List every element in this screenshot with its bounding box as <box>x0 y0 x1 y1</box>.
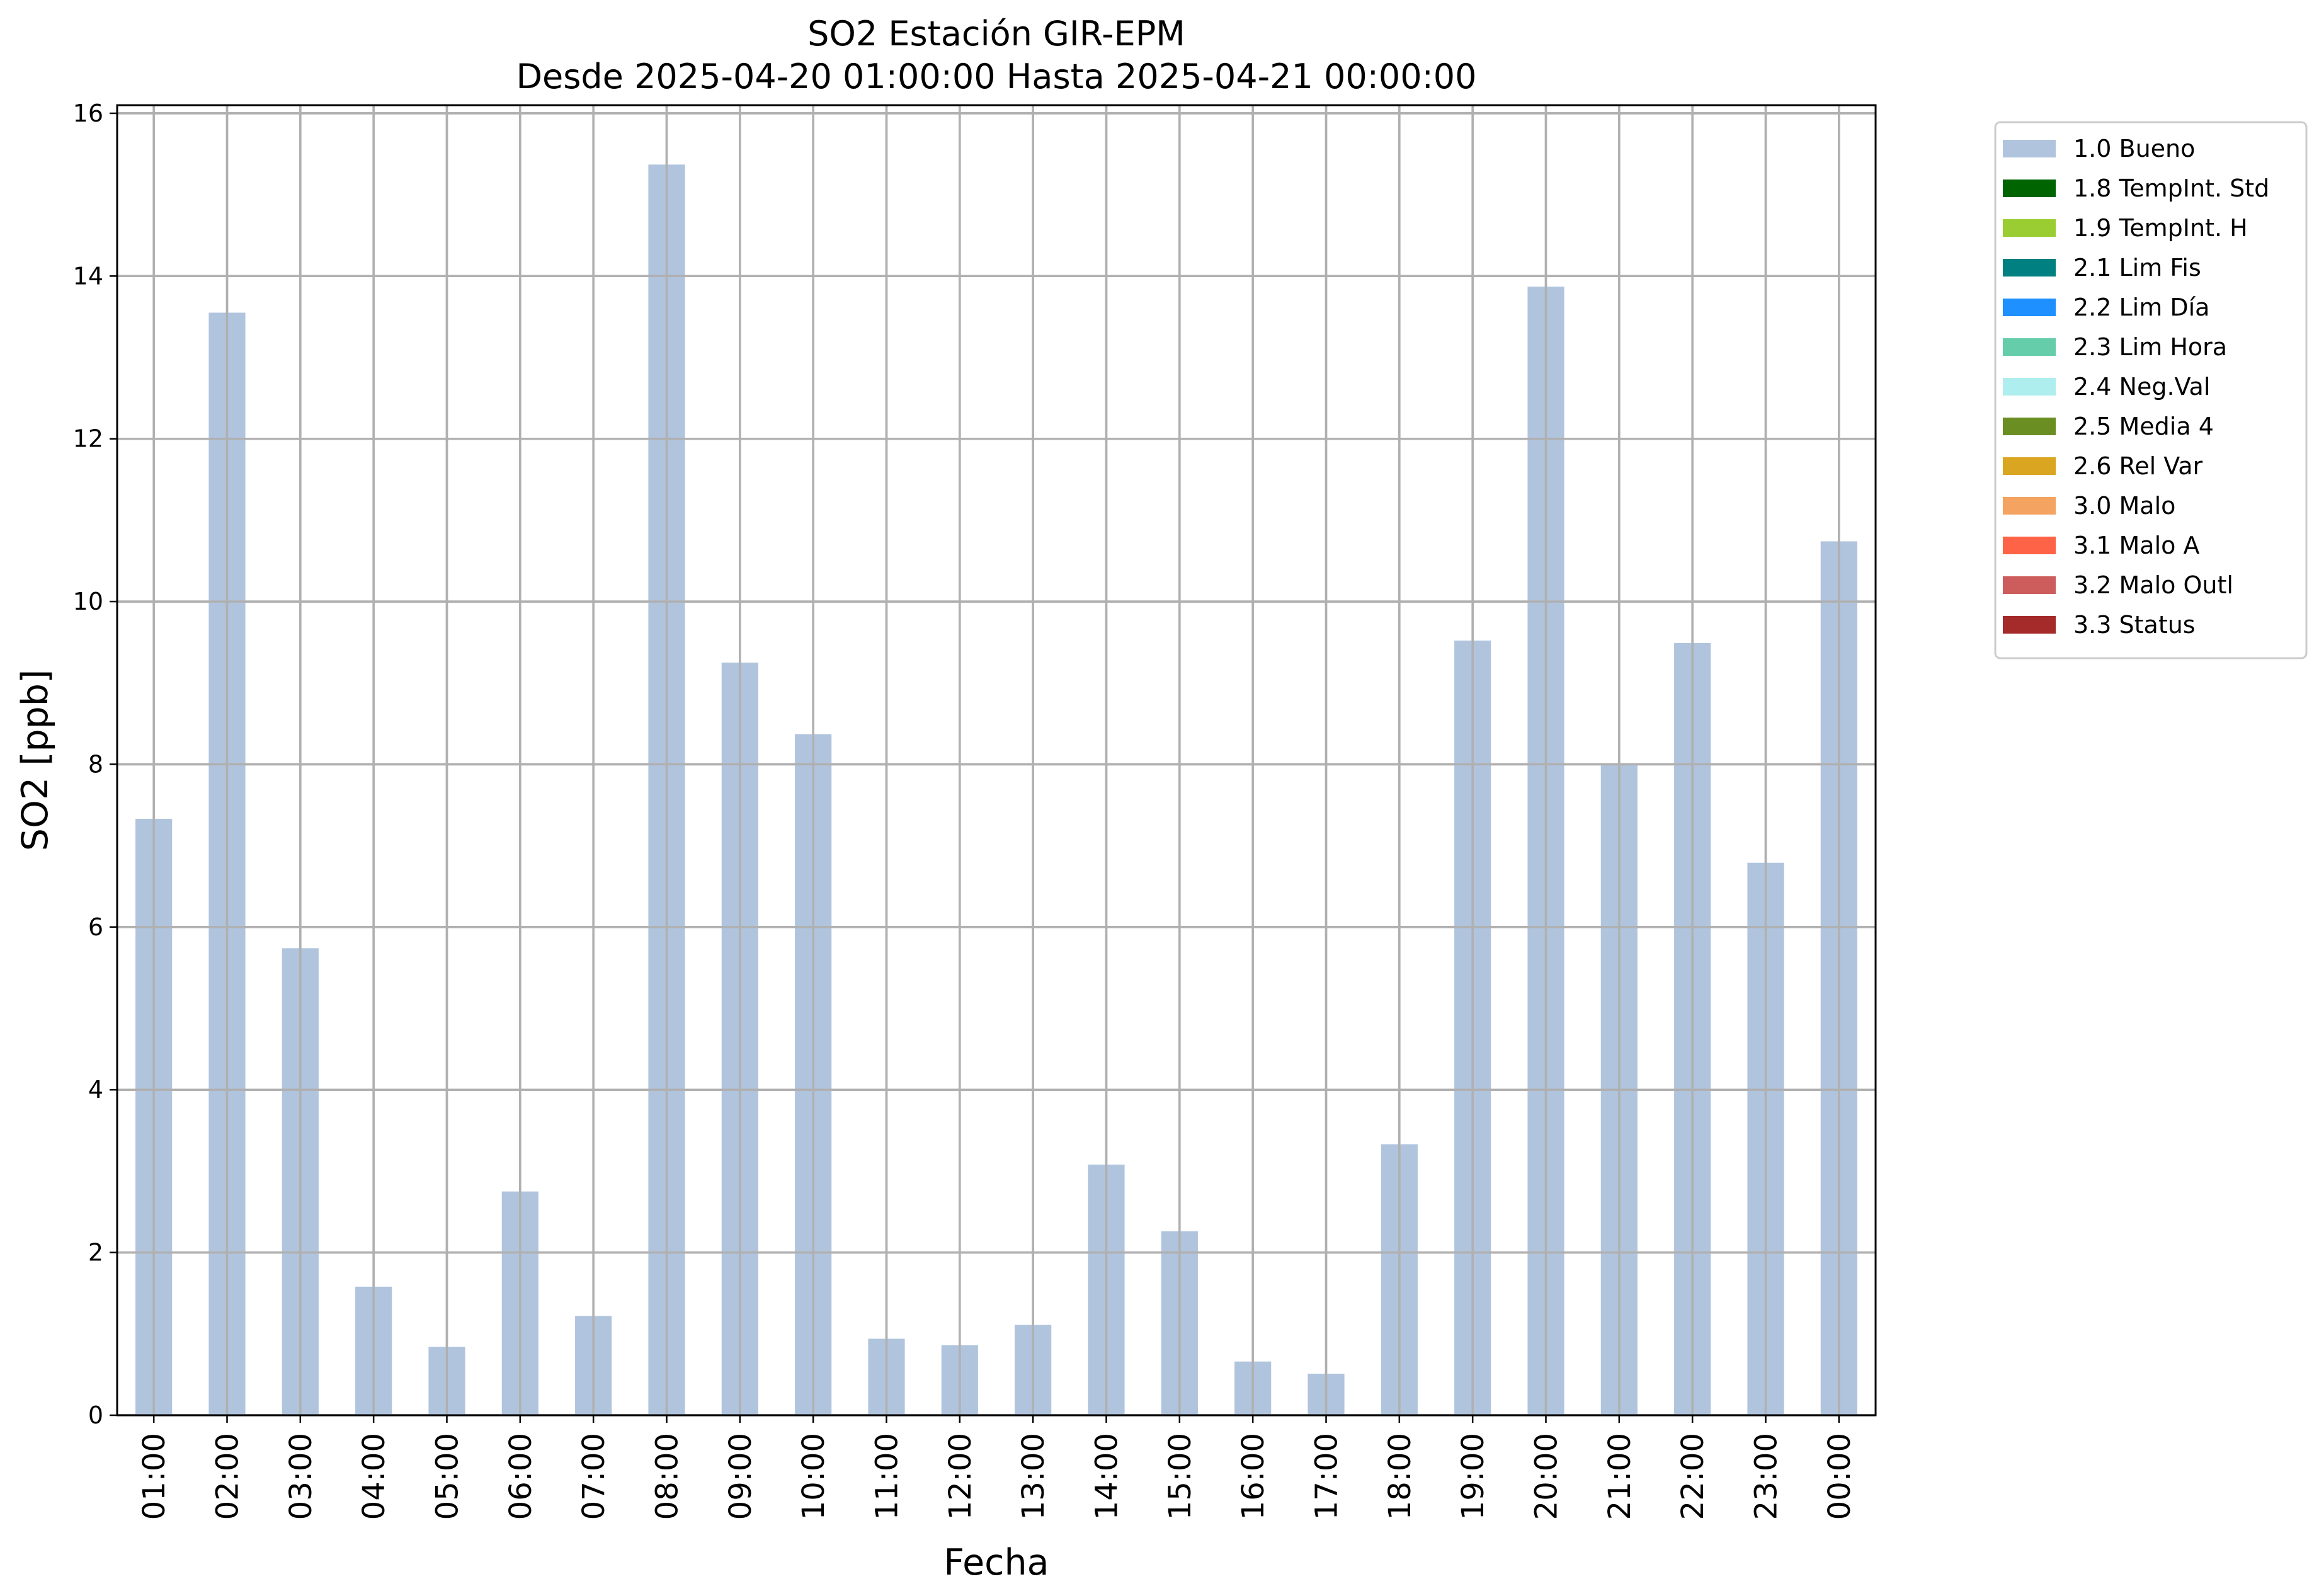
chart-title: SO2 Estación GIR-EPM <box>807 14 1185 54</box>
legend-swatch <box>2003 259 2056 276</box>
x-tick-label: 20:00 <box>1529 1433 1564 1520</box>
x-tick-label: 12:00 <box>943 1433 978 1520</box>
legend-swatch <box>2003 418 2056 435</box>
legend-swatch <box>2003 616 2056 634</box>
legend-swatch <box>2003 219 2056 237</box>
x-tick-label: 15:00 <box>1163 1433 1198 1520</box>
y-tick-label: 16 <box>73 100 103 127</box>
legend-swatch <box>2003 378 2056 396</box>
legend-label: 3.3 Status <box>2073 611 2196 639</box>
x-tick-label: 07:00 <box>576 1433 612 1520</box>
chart-subtitle: Desde 2025-04-20 01:00:00 Hasta 2025-04-… <box>516 57 1476 96</box>
legend-swatch <box>2003 299 2056 316</box>
legend-label: 3.0 Malo <box>2073 492 2175 520</box>
x-tick-label: 14:00 <box>1090 1433 1125 1520</box>
x-tick-label: 18:00 <box>1382 1433 1418 1520</box>
x-tick-label: 21:00 <box>1602 1433 1638 1520</box>
y-tick-label: 12 <box>73 425 103 453</box>
x-tick-label: 01:00 <box>137 1433 172 1520</box>
legend-label: 1.9 TempInt. H <box>2073 214 2248 242</box>
x-tick-label: 08:00 <box>650 1433 685 1520</box>
x-tick-label: 00:00 <box>1822 1433 1857 1520</box>
x-tick-label: 23:00 <box>1749 1433 1784 1520</box>
legend-swatch <box>2003 457 2056 475</box>
legend-label: 3.1 Malo A <box>2073 532 2199 559</box>
legend-label: 3.2 Malo Outl <box>2073 571 2233 599</box>
legend-label: 2.3 Lim Hora <box>2073 333 2227 361</box>
legend-swatch <box>2003 338 2056 356</box>
y-tick-label: 4 <box>88 1076 103 1103</box>
y-axis-title: SO2 [ppb] <box>14 670 56 851</box>
legend-box <box>1994 121 2308 659</box>
x-tick-label: 10:00 <box>796 1433 831 1520</box>
x-tick-label: 04:00 <box>356 1433 392 1520</box>
x-tick-label: 19:00 <box>1456 1433 1491 1520</box>
legend-swatch <box>2003 576 2056 594</box>
y-tick-label: 10 <box>73 588 103 615</box>
x-tick-label: 02:00 <box>210 1433 246 1520</box>
legend-label: 2.2 Lim Día <box>2073 294 2209 321</box>
x-tick-label: 13:00 <box>1016 1433 1051 1520</box>
legend-label: 2.5 Media 4 <box>2073 413 2214 440</box>
x-tick-label: 06:00 <box>503 1433 538 1520</box>
y-tick-label: 0 <box>88 1401 103 1429</box>
legend-swatch <box>2003 180 2056 197</box>
x-tick-label: 11:00 <box>870 1433 905 1520</box>
y-tick-label: 2 <box>88 1239 103 1267</box>
y-tick-label: 8 <box>88 750 103 778</box>
x-tick-label: 17:00 <box>1309 1433 1345 1520</box>
bars <box>135 164 1857 1416</box>
legend-swatch <box>2003 497 2056 515</box>
y-tick-label: 6 <box>88 913 103 941</box>
legend-label: 1.8 TempInt. Std <box>2073 174 2269 202</box>
y-axis-ticks: 0 2 4 6 8 10 12 14 16 <box>73 100 117 1429</box>
legend-swatch <box>2003 140 2056 157</box>
x-axis-ticks: 01:00 02:00 03:00 04:00 05:00 06:00 07:00 08:00… <box>137 1415 1857 1520</box>
legend-label: 2.6 Rel Var <box>2073 452 2203 480</box>
legend-swatch <box>2003 537 2056 554</box>
y-tick-label: 14 <box>73 262 103 290</box>
x-tick-label: 03:00 <box>283 1433 319 1520</box>
legend-label: 2.1 Lim Fis <box>2073 254 2201 282</box>
plot-frame <box>116 104 1877 1416</box>
x-axis-title: Fecha <box>943 1542 1049 1583</box>
x-tick-label: 22:00 <box>1675 1433 1711 1520</box>
x-tick-label: 16:00 <box>1236 1433 1271 1520</box>
x-tick-label: 05:00 <box>430 1433 465 1520</box>
x-tick-label: 09:00 <box>723 1433 758 1520</box>
legend-label: 1.0 Bueno <box>2073 135 2195 162</box>
legend-label: 2.4 Neg.Val <box>2073 373 2210 401</box>
legend: 1.0 Bueno 1.8 TempInt. Std 1.9 TempInt. H 2… <box>1994 121 2308 659</box>
